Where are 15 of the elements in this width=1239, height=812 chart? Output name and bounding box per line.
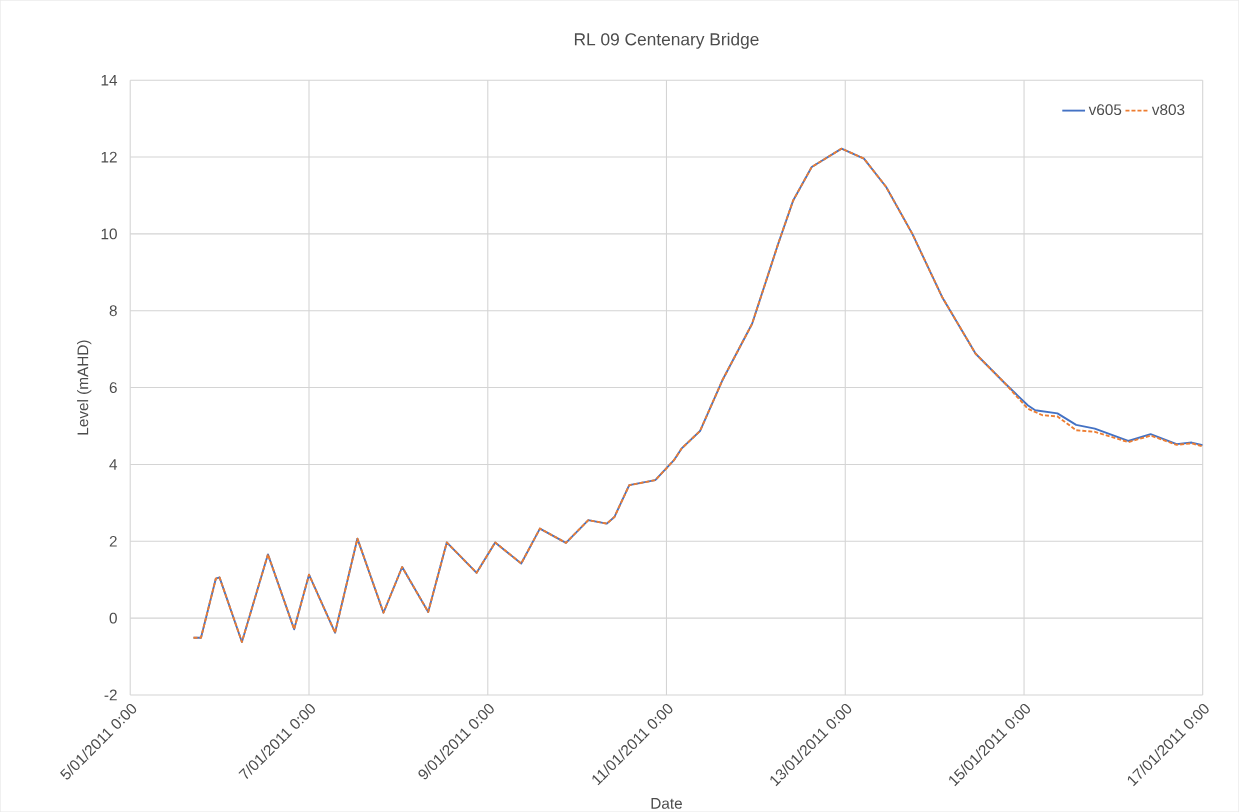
- y-tick-label: 4: [109, 459, 118, 470]
- y-tick-label: -2: [104, 689, 117, 701]
- y-axis-title: Level (mAHD): [77, 340, 92, 435]
- line-series: [192, 147, 1203, 643]
- y-tick-label: 12: [101, 151, 117, 163]
- y-tick-label: 6: [109, 382, 117, 393]
- y-tick-label: 2: [109, 535, 117, 547]
- y-tick-label: 10: [101, 228, 117, 240]
- y-tick-label: 0: [109, 612, 117, 624]
- y-tick-label: 8: [109, 305, 117, 317]
- y-tick-label: 14: [101, 74, 118, 86]
- legend-label: v605: [1088, 104, 1122, 116]
- chart-title: RL 09 Centenary Bridge: [574, 32, 759, 49]
- x-axis-title: Date: [651, 798, 682, 809]
- legend-label: v803: [1151, 104, 1185, 116]
